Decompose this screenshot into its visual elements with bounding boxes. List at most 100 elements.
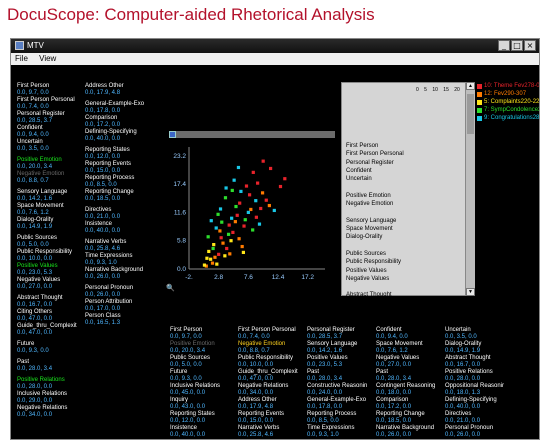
bar-panel-label[interactable]: Sensory Language bbox=[346, 217, 397, 224]
bar-panel-label[interactable]: Dialog-Orality bbox=[346, 234, 383, 241]
bar-panel-label[interactable]: Public Sources bbox=[346, 250, 387, 257]
category-label[interactable]: Contingent Reasoning bbox=[376, 383, 436, 389]
category-label[interactable]: Address Other bbox=[238, 397, 277, 403]
category-label[interactable]: Reporting States bbox=[170, 411, 215, 417]
category-label[interactable]: Person Class bbox=[85, 313, 121, 319]
panel-scrollbar[interactable]: ▲ ▼ bbox=[465, 82, 475, 296]
category-label[interactable]: Uncertain bbox=[17, 139, 43, 145]
category-label[interactable]: Directives bbox=[445, 411, 472, 417]
category-label[interactable]: Negative Values bbox=[376, 355, 420, 361]
category-label[interactable]: Time Expressions bbox=[307, 425, 355, 431]
category-label[interactable]: Guide_thru_Complexit bbox=[238, 369, 298, 375]
category-label[interactable]: Reporting Process bbox=[85, 175, 135, 181]
category-label[interactable]: Confident bbox=[17, 125, 43, 131]
menu-view[interactable]: View bbox=[39, 54, 57, 63]
bar-panel-label[interactable]: First Person Personal bbox=[346, 151, 404, 158]
category-label[interactable]: Public Responsibility bbox=[238, 355, 294, 361]
category-label[interactable]: Reporting States bbox=[85, 147, 130, 153]
category-label[interactable]: Address Other bbox=[85, 83, 124, 89]
scroll-down-icon[interactable]: ▼ bbox=[466, 288, 475, 296]
category-label[interactable]: Personal Pronoun bbox=[85, 285, 134, 291]
category-label[interactable]: Dialog-Orality bbox=[17, 217, 54, 223]
category-label[interactable]: Past bbox=[17, 359, 30, 365]
category-label[interactable]: Positive Emotion bbox=[17, 157, 62, 163]
category-label[interactable]: Positive Relations bbox=[17, 377, 65, 383]
category-label[interactable]: Negative Emotion bbox=[238, 341, 286, 347]
category-label[interactable]: Reporting Change bbox=[85, 189, 134, 195]
series-legend-item[interactable]: 5: Complaints220-223 bbox=[477, 98, 539, 106]
series-legend-item[interactable]: 7: SympCondolence203 bbox=[477, 106, 539, 114]
category-label[interactable]: Space Movement bbox=[376, 341, 423, 347]
category-label[interactable]: Guide_thru_Complexit bbox=[17, 323, 77, 329]
category-label[interactable]: Positive Values bbox=[17, 263, 58, 269]
category-label[interactable]: Future bbox=[170, 369, 188, 375]
category-label[interactable]: Time Expressions bbox=[85, 253, 133, 259]
category-label[interactable]: Defining-Specifying bbox=[445, 397, 497, 403]
category-label[interactable]: Past bbox=[307, 369, 320, 375]
category-label[interactable]: Negative Emotion bbox=[17, 171, 65, 177]
category-label[interactable]: Narrative Background bbox=[85, 267, 144, 273]
category-label[interactable]: Uncertain bbox=[445, 327, 471, 333]
bar-panel-label[interactable]: Uncertain bbox=[346, 176, 372, 183]
bar-panel-label[interactable]: Space Movement bbox=[346, 226, 393, 232]
category-label[interactable]: Narrative Verbs bbox=[85, 239, 127, 245]
category-label[interactable]: First Person bbox=[170, 327, 203, 333]
category-label[interactable]: Reporting Change bbox=[376, 411, 425, 417]
category-label[interactable]: Defining-Specifying bbox=[85, 129, 137, 135]
category-label[interactable]: Reporting Events bbox=[85, 161, 132, 167]
bar-panel-label[interactable]: First Person bbox=[346, 143, 379, 149]
category-label[interactable]: Abstract Thought bbox=[17, 295, 63, 301]
menu-file[interactable]: File bbox=[15, 54, 28, 63]
category-label[interactable]: Sensory Language bbox=[307, 341, 358, 347]
category-label[interactable]: Inclusive Relations bbox=[17, 391, 68, 397]
category-label[interactable]: Negative Values bbox=[17, 277, 61, 283]
category-label[interactable]: Constructive Reasonin bbox=[307, 383, 368, 389]
series-legend-item[interactable]: 10: Theme Fev278-001 bbox=[477, 82, 539, 90]
category-label[interactable]: Public Sources bbox=[170, 355, 211, 361]
bar-panel-label[interactable]: Negative Values bbox=[346, 275, 390, 282]
scroll-up-icon[interactable]: ▲ bbox=[466, 82, 475, 90]
category-label[interactable]: First Person Personal bbox=[17, 97, 75, 103]
category-label[interactable]: Past bbox=[376, 369, 389, 375]
category-label[interactable]: Comparison bbox=[376, 397, 409, 403]
category-label[interactable]: Abstract Thought bbox=[445, 355, 491, 361]
category-label[interactable]: Personal Pronoun bbox=[445, 425, 494, 431]
category-label[interactable]: Positive Relations bbox=[445, 369, 493, 375]
plot-toggle-button[interactable] bbox=[169, 131, 176, 138]
plot-toolbar[interactable] bbox=[169, 131, 335, 138]
series-legend-item[interactable]: 9: Congratulations284 bbox=[477, 114, 539, 122]
bar-panel-label[interactable]: Confident bbox=[346, 167, 372, 174]
scroll-thumb[interactable] bbox=[467, 94, 474, 134]
category-label[interactable]: First Person bbox=[17, 83, 50, 89]
series-legend-item[interactable]: 12: Fev290-307 bbox=[477, 90, 539, 98]
category-label[interactable]: Public Sources bbox=[17, 235, 58, 241]
category-label[interactable]: Space Movement bbox=[17, 203, 64, 209]
scatter-plot[interactable]: -2. 2.8 7.6 12.4 17.2 23.2 17.4 11.6 5.8 0.0 bbox=[163, 139, 333, 289]
category-label[interactable]: Personal Register bbox=[17, 111, 65, 117]
category-label[interactable]: First Person Personal bbox=[238, 327, 296, 333]
category-label[interactable]: Negative Relations bbox=[238, 383, 289, 389]
category-label[interactable]: Positive Emotion bbox=[170, 341, 215, 347]
bar-panel-label[interactable]: Positive Values bbox=[346, 267, 387, 274]
category-label[interactable]: Public Responsibility bbox=[17, 249, 73, 255]
category-label[interactable]: Narrative Background bbox=[376, 425, 435, 431]
category-label[interactable]: Reporting Events bbox=[238, 411, 285, 417]
category-label[interactable]: Personal Register bbox=[307, 327, 355, 333]
category-label[interactable]: Directives bbox=[85, 207, 112, 213]
category-label[interactable]: Inquiry bbox=[170, 397, 189, 403]
category-label[interactable]: Inclusive Relations bbox=[170, 383, 221, 389]
zoom-icon[interactable]: 🔍 bbox=[166, 285, 175, 292]
minimize-button[interactable]: _ bbox=[498, 40, 510, 51]
category-label[interactable]: Positive Values bbox=[307, 355, 348, 361]
category-label[interactable]: Comparison bbox=[85, 115, 118, 121]
category-label[interactable]: Future bbox=[17, 341, 35, 347]
bar-panel-label[interactable]: Negative Emotion bbox=[346, 201, 394, 208]
category-label[interactable]: Oppositional Reasonir bbox=[445, 383, 505, 389]
bar-panel-label[interactable]: Public Responsibility bbox=[346, 259, 402, 266]
category-label[interactable]: Confident bbox=[376, 327, 402, 333]
bar-panel-label[interactable]: Abstract Thought bbox=[346, 292, 392, 299]
category-label[interactable]: Sensory Language bbox=[17, 189, 68, 195]
category-label[interactable]: Negative Relations bbox=[17, 405, 68, 411]
category-label[interactable]: Person Attribution bbox=[85, 299, 133, 305]
category-label[interactable]: Dialog-Orality bbox=[445, 341, 482, 347]
